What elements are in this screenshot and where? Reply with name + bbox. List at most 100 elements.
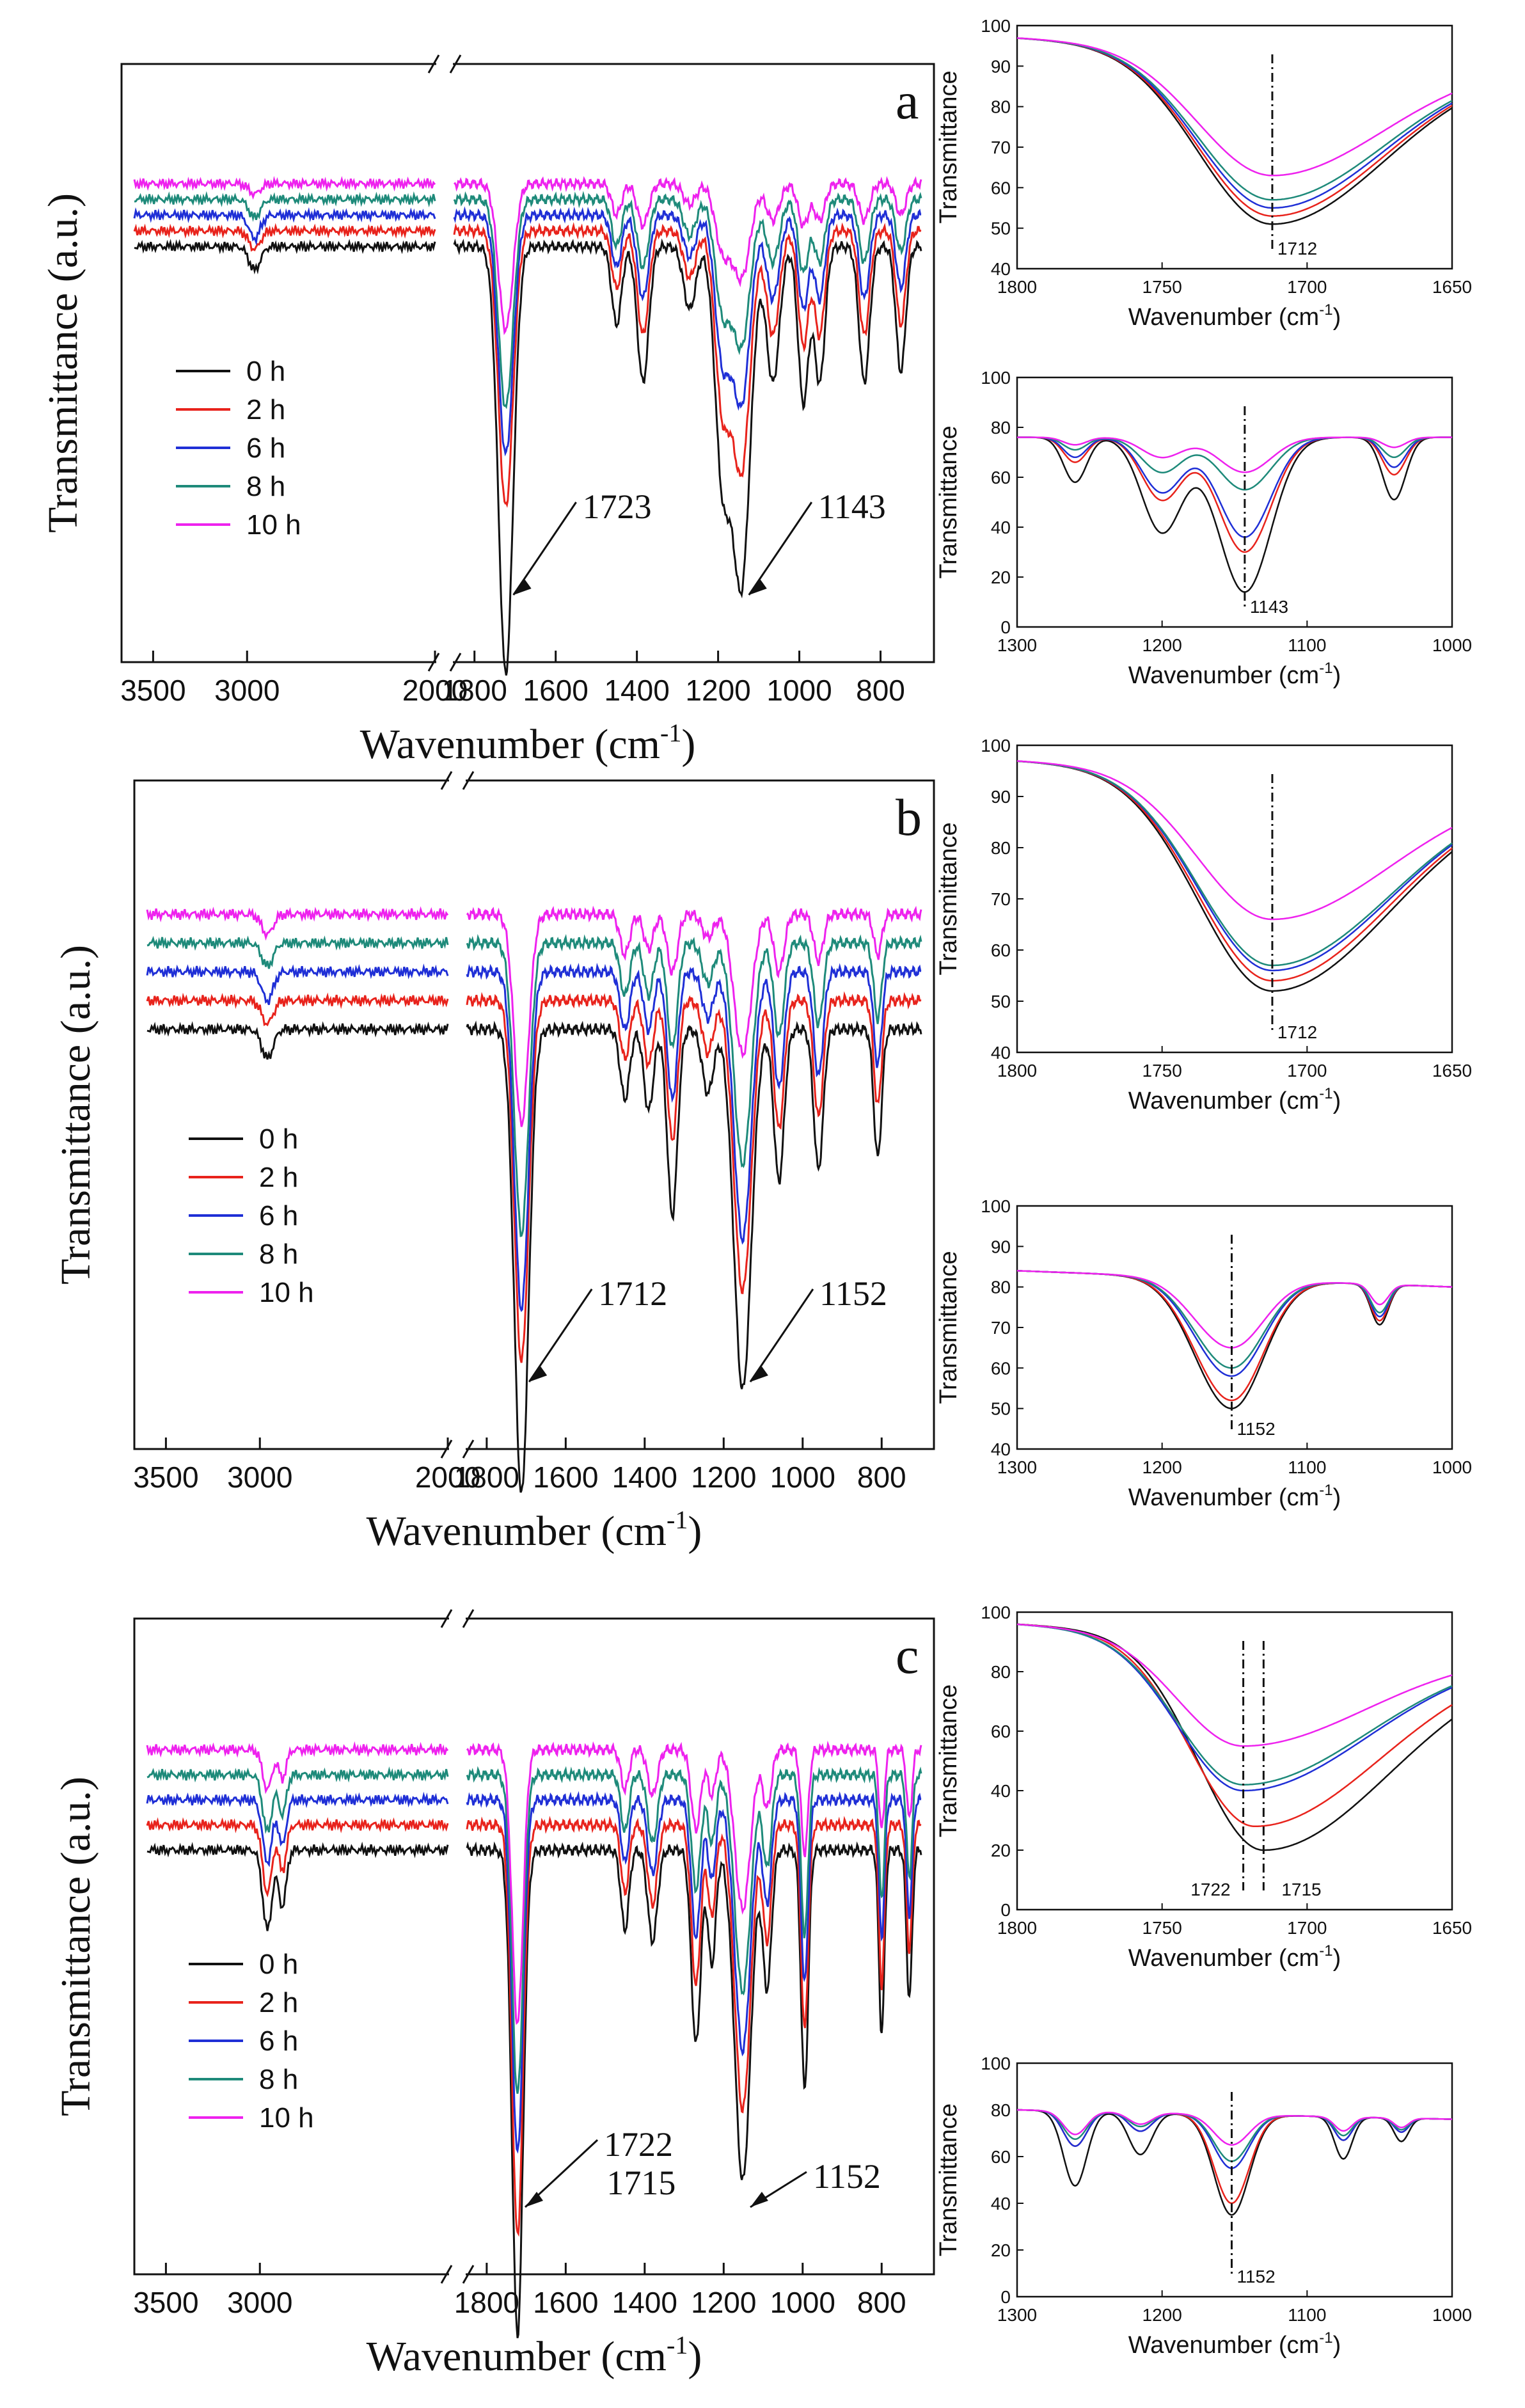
inset-y-tick-label: 100 (981, 1196, 1011, 1216)
inset-y-tick-label: 20 (991, 2240, 1011, 2260)
inset-y-tick-label: 80 (991, 1662, 1011, 1682)
inset-peak-label: 1712 (1277, 239, 1317, 258)
x-tick-label: 800 (856, 674, 905, 707)
annotation-arrow (748, 502, 813, 596)
inset-series-line-10-h (1016, 1270, 1453, 1349)
axis-break-mark (449, 54, 462, 74)
series-line-0-h (134, 238, 922, 676)
inset-series-line-10-h (1017, 2109, 1452, 2146)
inset-x-tick-label: 1100 (1288, 1457, 1326, 1477)
inset-x-tick-label: 1650 (1432, 1061, 1472, 1081)
inset-x-tick-label: 1000 (1432, 635, 1472, 655)
inset-x-tick-label: 1300 (997, 1457, 1037, 1477)
legend-label: 2 h (246, 394, 285, 425)
inset-y-label: Transmittance (935, 70, 962, 223)
inset-series-line-10-h (1016, 37, 1453, 177)
series-line-6-h (146, 962, 922, 1312)
annotation-arrowhead (529, 1366, 548, 1382)
x-tick-label: 3500 (133, 1461, 198, 1494)
inset-plot: 1800 1750 1700 1650 0 20 40 60 80 100 Wavenumber (… (935, 1603, 1472, 1972)
legend-label: 10 h (259, 2102, 314, 2134)
y-axis-label: Transmittance (a.u.) (52, 945, 99, 1285)
x-axis-label: Wavenumber (cm-1) (360, 718, 696, 768)
inset-peak-label: 1152 (1237, 2267, 1275, 2286)
x-tick-label: 3000 (227, 1461, 292, 1494)
x-tick-label: 1800 (454, 1461, 519, 1494)
inset-y-tick-label: 90 (991, 56, 1011, 76)
inset-y-tick-label: 60 (991, 940, 1011, 960)
x-tick-label: 1400 (604, 674, 669, 707)
legend-label: 0 h (246, 356, 285, 387)
inset-series-line-0-h (1017, 436, 1452, 593)
axis-break-mark (462, 2265, 475, 2284)
inset-plot: 1800 1750 1700 1650 40 50 60 70 80 90 100 Wavenumbe… (935, 736, 1472, 1114)
axis-break-mark (440, 2265, 453, 2284)
x-axis-label: Wavenumber (cm-1) (367, 1505, 702, 1555)
inset-x-label: Wavenumber (cm-1) (1128, 1482, 1341, 1511)
axis-break-mark (440, 771, 453, 790)
legend-label: 8 h (246, 471, 285, 502)
x-tick-label: 1800 (442, 674, 507, 707)
annotation-arrowhead (748, 580, 767, 595)
inset-series-line-8-h (1016, 760, 1453, 967)
inset-series-line-8-h (1017, 436, 1452, 491)
panel-letter: b (896, 788, 922, 846)
legend-label: 2 h (259, 1162, 298, 1193)
inset-plot: 1800 1750 1700 1650 40 50 60 70 80 90 100 Wavenumbe… (935, 16, 1472, 331)
inset-series-line-10-h (1016, 1623, 1453, 1747)
x-tick-label: 1400 (612, 2286, 677, 2319)
inset-y-label: Transmittance (935, 822, 962, 975)
inset-x-tick-label: 1800 (997, 277, 1037, 297)
series-line-8-h (146, 1766, 922, 2094)
annotation-arrow (528, 1288, 593, 1382)
annotation-arrow (749, 1288, 814, 1382)
inset-y-tick-label: 100 (981, 16, 1011, 36)
axis-break-mark (427, 54, 440, 74)
inset-y-tick-label: 20 (991, 567, 1011, 587)
axis-break-mark (462, 1609, 475, 1628)
inset-peak-label: 1722 (1190, 1880, 1230, 1899)
inset-y-tick-label: 60 (991, 1358, 1011, 1378)
legend-label: 10 h (259, 1277, 314, 1308)
inset-y-tick-label: 40 (991, 1439, 1011, 1459)
legend-label: 6 h (259, 2025, 298, 2057)
inset-peak-label: 1715 (1281, 1880, 1321, 1899)
inset-x-tick-label: 1000 (1432, 1457, 1472, 1477)
inset-y-tick-label: 100 (981, 736, 1011, 756)
axis-break-gap (449, 777, 466, 1453)
inset-y-tick-label: 70 (991, 1318, 1011, 1338)
inset-peak-label: 1152 (1237, 1419, 1275, 1439)
series-line-2-h (146, 1816, 922, 2237)
inset-x-tick-label: 1200 (1142, 2305, 1182, 2325)
inset-y-tick-label: 0 (1000, 617, 1011, 637)
inset-y-tick-label: 80 (991, 838, 1011, 858)
inset-y-tick-label: 80 (991, 97, 1011, 117)
inset-peak-label: 1143 (1250, 597, 1288, 617)
y-axis-label: Transmittance (a.u.) (40, 193, 86, 533)
inset-x-tick-label: 1100 (1288, 635, 1326, 655)
series-line-10-h (146, 905, 922, 1127)
inset-y-tick-label: 100 (981, 2054, 1011, 2073)
inset-y-tick-label: 40 (991, 259, 1011, 279)
series-line-8-h (134, 191, 922, 409)
panel-c: 3500 3000 1800 1600 1400 1200 1000 800Wavenumbe… (52, 1603, 1472, 2380)
inset-series-line-10-h (1017, 436, 1452, 473)
x-tick-label: 2000 (402, 674, 468, 707)
x-tick-label: 800 (857, 1461, 906, 1494)
panel-letter: c (896, 1626, 919, 1684)
inset-frame (1016, 376, 1453, 628)
axis-break-mark (449, 653, 462, 672)
series-line-6-h (146, 1791, 922, 2154)
annotation-label: 1722 (604, 2125, 673, 2164)
inset-series-line-10-h (1016, 760, 1453, 921)
inset-y-tick-label: 50 (991, 219, 1011, 239)
x-tick-label: 1600 (533, 2286, 598, 2319)
inset-x-tick-label: 1700 (1287, 277, 1327, 297)
x-tick-label: 1200 (691, 2286, 756, 2319)
main-plot-frame (133, 1617, 935, 2276)
x-axis-label: Wavenumber (cm-1) (367, 2331, 702, 2380)
annotation-arrowhead (750, 1366, 768, 1382)
